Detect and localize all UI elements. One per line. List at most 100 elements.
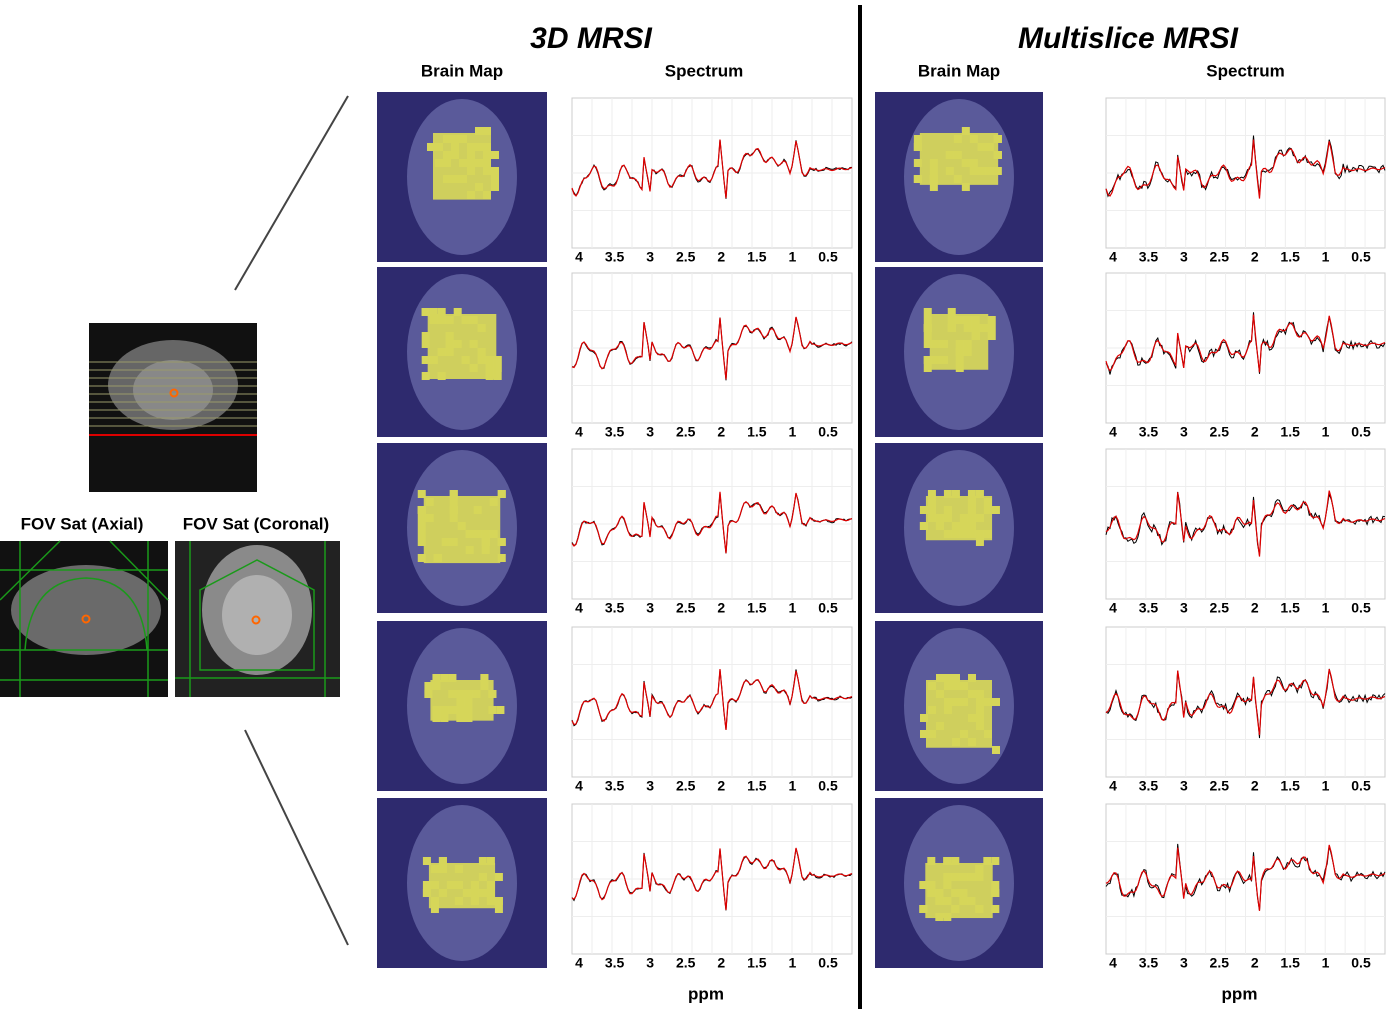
voxel — [491, 167, 499, 175]
spectrum: 43.532.521.510.5 — [1106, 804, 1385, 971]
voxel-block — [930, 314, 988, 370]
ppm-tick-label: 3 — [1180, 249, 1188, 265]
ppm-tick-label: 0.5 — [818, 600, 838, 616]
voxel-block — [925, 863, 992, 918]
ppm-tick-label: 3 — [1180, 955, 1188, 971]
ppm-tick-label: 2.5 — [676, 424, 696, 440]
brain-map — [875, 621, 1043, 791]
ppm-tick-label: 3.5 — [1139, 955, 1159, 971]
ppm-tick-label: 2.5 — [1210, 778, 1230, 794]
voxel-block — [926, 680, 992, 748]
ppm-tick-label: 0.5 — [1351, 955, 1371, 971]
ppm-tick-label: 4 — [1109, 249, 1117, 265]
ppm-tick-label: 2 — [1251, 955, 1259, 971]
brain-map — [875, 92, 1043, 262]
panel-title: Multislice MRSI — [1018, 22, 1239, 55]
column-header: Brain Map — [421, 61, 503, 80]
ppm-tick-label: 1.5 — [747, 955, 767, 971]
localizer-coronal — [175, 541, 340, 697]
ppm-tick-label: 0.5 — [818, 424, 838, 440]
ppm-tick-label: 3 — [1180, 600, 1188, 616]
ppm-tick-label: 1 — [1322, 955, 1330, 971]
ppm-tick-label: 1 — [1322, 600, 1330, 616]
brain-map — [875, 443, 1043, 613]
ppm-tick-label: 0.5 — [818, 955, 838, 971]
voxel — [992, 698, 1000, 706]
coronal-label: FOV Sat (Coronal) — [183, 514, 329, 533]
ppm-tick-label: 2 — [1251, 778, 1259, 794]
ppm-tick-label: 1.5 — [747, 424, 767, 440]
voxel — [491, 151, 499, 159]
x-axis-label: ppm — [1222, 984, 1258, 1003]
ppm-tick-label: 1.5 — [1280, 778, 1300, 794]
ppm-tick-label: 1.5 — [747, 600, 767, 616]
ppm-tick-label: 2 — [1251, 249, 1259, 265]
ppm-tick-label: 3 — [646, 778, 654, 794]
spectrum: 43.532.521.510.5 — [1106, 98, 1385, 265]
ppm-tick-label: 4 — [575, 778, 583, 794]
ppm-tick-label: 2 — [1251, 424, 1259, 440]
ppm-tick-label: 2.5 — [1210, 424, 1230, 440]
brain-map — [377, 443, 547, 613]
ppm-tick-label: 3.5 — [605, 955, 625, 971]
voxel — [496, 706, 504, 714]
ppm-tick-label: 3 — [646, 424, 654, 440]
ppm-tick-label: 2 — [717, 249, 725, 265]
x-axis-label: ppm — [688, 984, 724, 1003]
voxel-block — [926, 496, 992, 540]
ppm-tick-label: 1 — [789, 600, 797, 616]
ppm-tick-label: 4 — [1109, 778, 1117, 794]
ppm-tick-label: 3.5 — [605, 778, 625, 794]
ppm-tick-label: 2.5 — [1210, 955, 1230, 971]
connector — [235, 96, 348, 290]
brain-map — [875, 267, 1043, 437]
ppm-tick-label: 3 — [1180, 778, 1188, 794]
ppm-tick-label: 0.5 — [818, 778, 838, 794]
spectrum: 43.532.521.510.5 — [572, 273, 852, 440]
figure: FOV Sat (Axial) FOV Sat (Coronal) 3D MRS… — [0, 0, 1395, 1009]
ppm-tick-label: 0.5 — [1351, 424, 1371, 440]
axial-label: FOV Sat (Axial) — [21, 514, 144, 533]
ppm-tick-label: 4 — [575, 249, 583, 265]
voxel — [495, 873, 503, 881]
column-header: Spectrum — [665, 61, 743, 80]
voxel — [992, 506, 1000, 514]
localizer-top — [89, 323, 257, 492]
spectrum: 43.532.521.510.5 — [572, 627, 852, 794]
voxel — [988, 332, 996, 340]
ppm-tick-label: 3 — [646, 249, 654, 265]
ppm-tick-label: 3.5 — [1139, 778, 1159, 794]
ppm-tick-label: 2.5 — [676, 778, 696, 794]
ppm-tick-label: 0.5 — [818, 249, 838, 265]
spectrum: 43.532.521.510.5 — [572, 449, 852, 616]
voxel-block — [430, 680, 493, 721]
voxel — [491, 183, 499, 191]
ppm-tick-label: 4 — [575, 600, 583, 616]
ppm-tick-label: 0.5 — [1351, 600, 1371, 616]
brain-map — [377, 798, 547, 968]
ppm-tick-label: 3.5 — [1139, 249, 1159, 265]
ppm-tick-label: 3.5 — [1139, 424, 1159, 440]
voxel — [988, 316, 996, 324]
ppm-tick-label: 3 — [1180, 424, 1188, 440]
ppm-tick-label: 2 — [717, 600, 725, 616]
voxel-block — [424, 496, 500, 563]
ppm-tick-label: 2 — [717, 955, 725, 971]
ppm-tick-label: 3 — [646, 600, 654, 616]
ppm-tick-label: 1 — [789, 424, 797, 440]
ppm-tick-label: 2.5 — [676, 600, 696, 616]
ppm-tick-label: 3.5 — [605, 424, 625, 440]
column-header: Brain Map — [918, 61, 1000, 80]
localizer-axial — [0, 541, 168, 697]
ppm-tick-label: 1 — [1322, 249, 1330, 265]
ppm-tick-label: 1 — [1322, 778, 1330, 794]
ppm-tick-label: 4 — [575, 424, 583, 440]
connector — [245, 730, 348, 945]
ppm-tick-label: 2.5 — [676, 955, 696, 971]
brain-map — [377, 267, 547, 437]
ppm-tick-label: 1.5 — [1280, 249, 1300, 265]
voxel — [495, 905, 503, 913]
